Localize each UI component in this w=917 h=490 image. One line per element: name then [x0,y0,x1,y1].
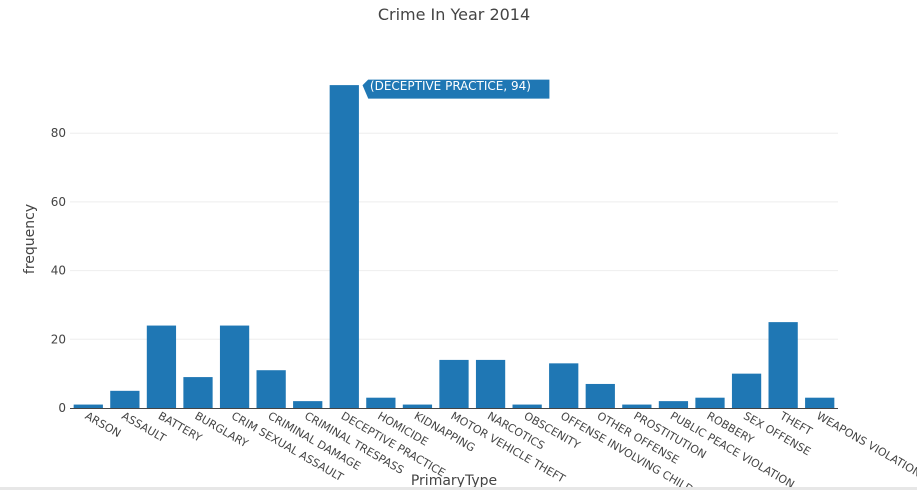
page-bottom-rule [0,487,917,490]
bar[interactable] [658,401,689,408]
bar[interactable] [622,404,652,408]
bar[interactable] [366,397,396,408]
bar[interactable] [402,404,433,408]
bar[interactable] [805,397,835,408]
hover-tooltip: (DECEPTIVE PRACTICE, 94) [361,78,551,100]
x-axis-title: PrimaryType [411,473,497,489]
bar[interactable] [695,397,725,408]
tooltip-box [361,78,551,100]
y-tick-label: 80 [51,126,66,140]
bars [73,85,835,409]
bar[interactable] [73,404,103,408]
chart-title: Crime In Year 2014 [378,5,530,24]
gridlines [70,132,838,340]
bar[interactable] [768,322,798,408]
bar[interactable] [585,383,615,408]
x-tick-label: ARSON [83,409,123,440]
bar[interactable] [439,359,469,408]
bar[interactable] [329,85,359,409]
y-tick-label: 60 [51,195,66,209]
y-axis: 0 20 40 60 80 [51,126,66,415]
y-axis-title: frequency [22,204,38,274]
bar[interactable] [549,363,579,408]
bar[interactable] [475,359,506,408]
tooltip-label: (DECEPTIVE PRACTICE, 94) [370,79,531,93]
bar[interactable] [293,401,323,408]
bar[interactable] [110,390,140,408]
bar[interactable] [256,370,286,408]
bar[interactable] [146,325,177,408]
bar[interactable] [512,404,542,408]
y-tick-label: 20 [51,332,66,346]
bar[interactable] [183,377,213,408]
bar[interactable] [731,373,762,408]
x-tick-label: WEAPONS VIOLATION [814,409,917,480]
y-tick-label: 0 [58,401,66,415]
bar[interactable] [219,325,250,408]
y-tick-label: 40 [51,264,66,278]
